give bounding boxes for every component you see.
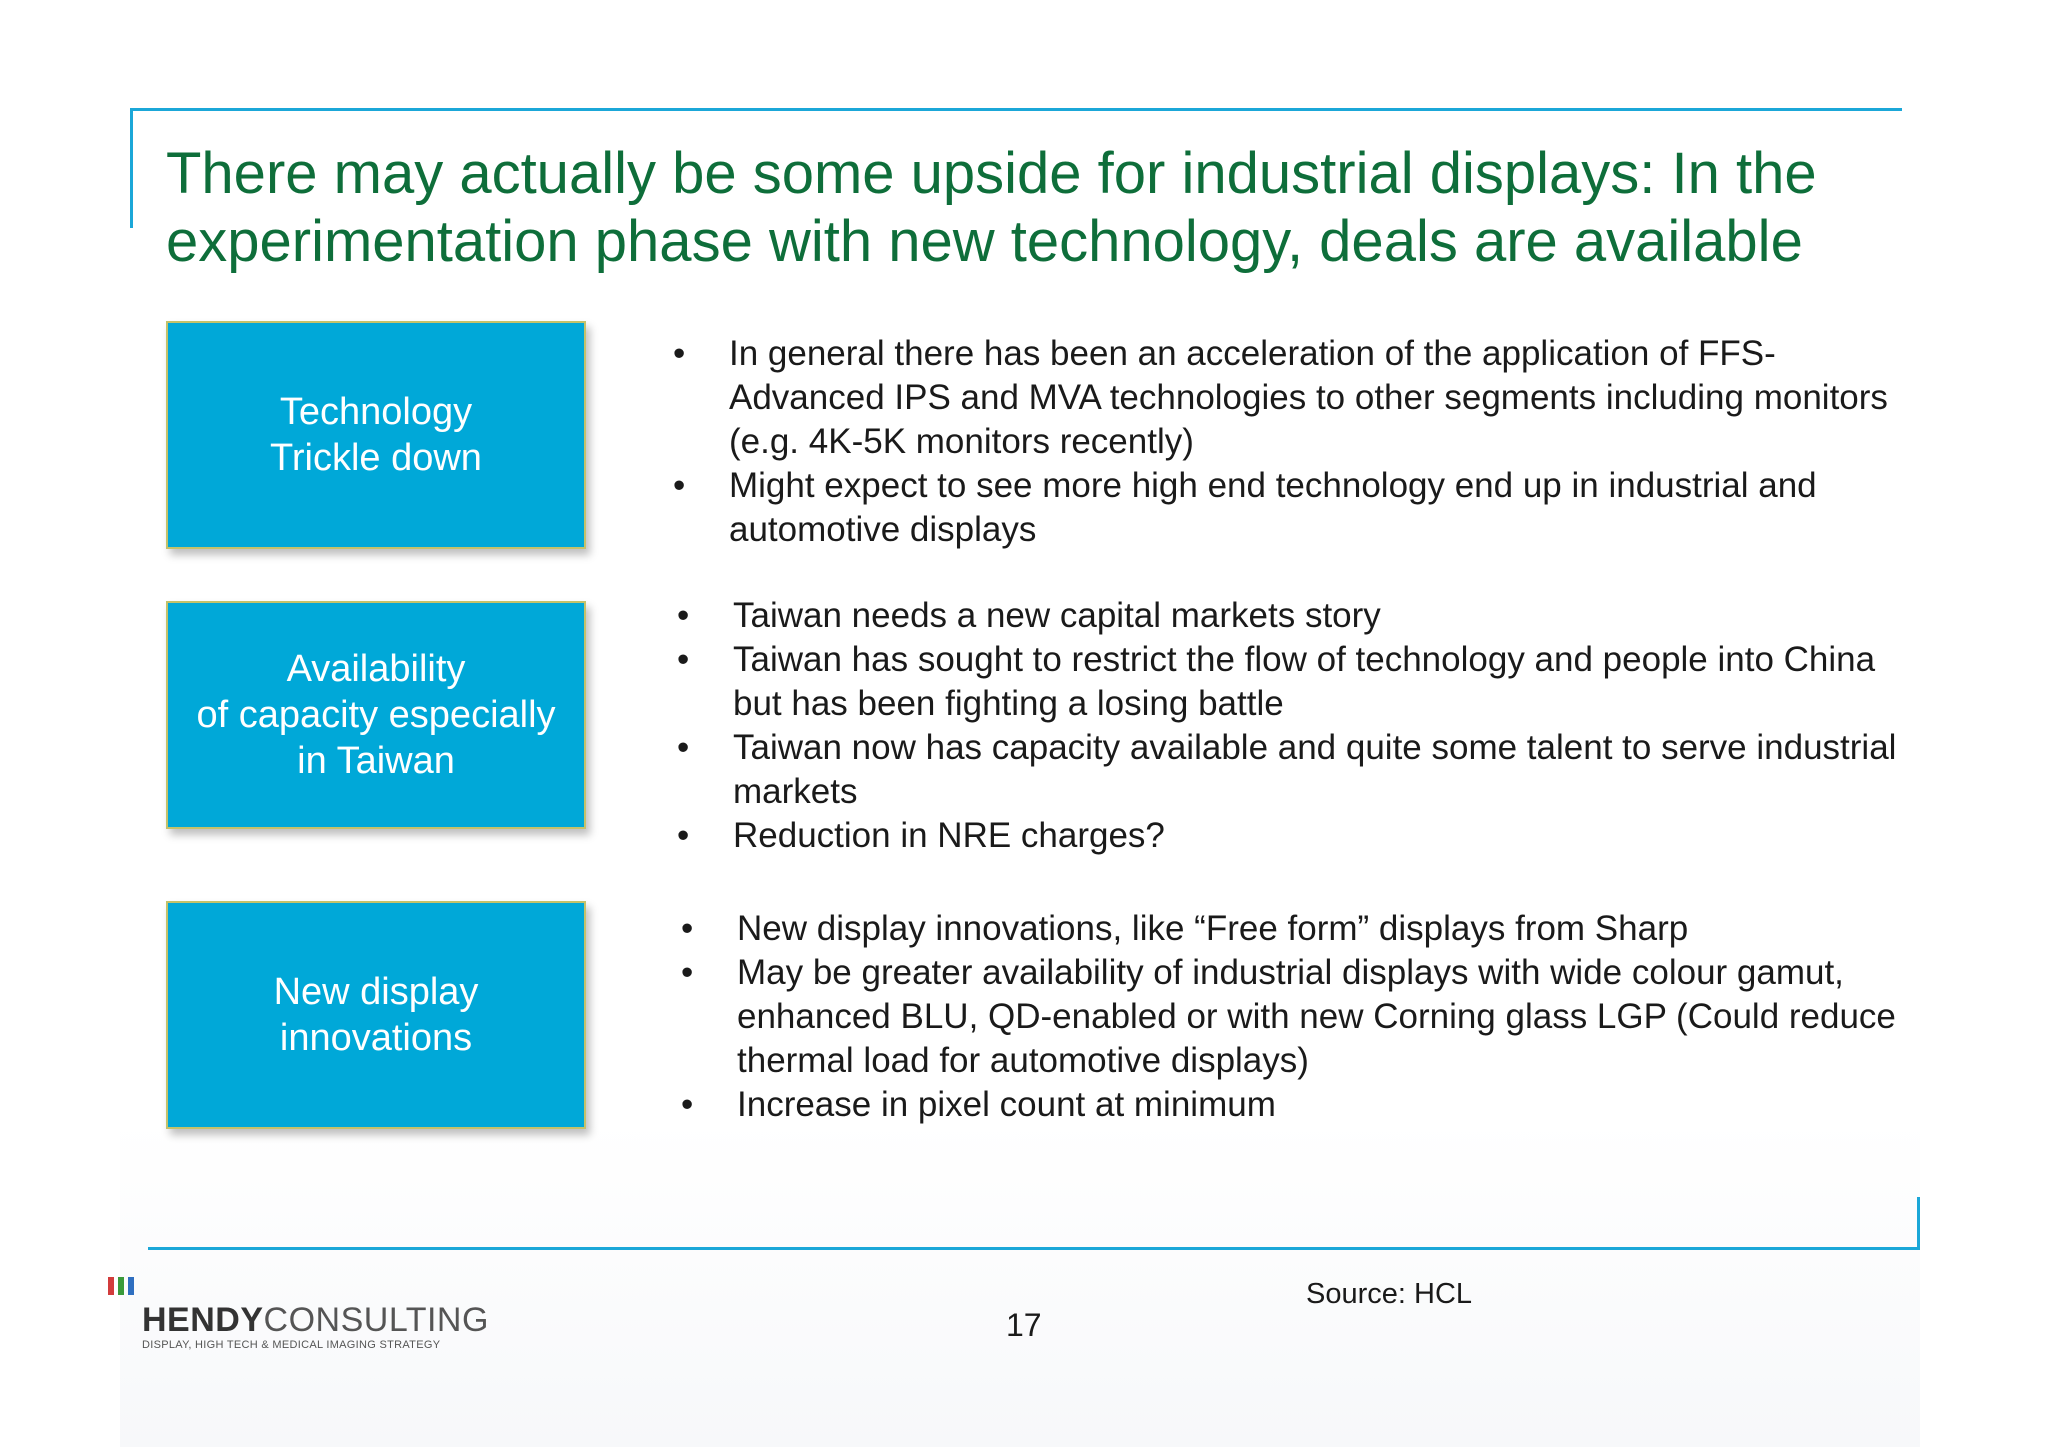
page-number: 17 [1006, 1307, 1042, 1343]
bullet-dot: • [681, 953, 694, 992]
bullet-text: Increase in pixel count at minimum [737, 1085, 1276, 1124]
bullet-text: May be greater availability of industria… [737, 953, 1896, 1080]
bullet-text: Reduction in NRE charges? [733, 816, 1165, 855]
frame-top-line [130, 108, 1902, 111]
bullet-dot: • [681, 1085, 694, 1124]
bullet-item: • Taiwan has sought to restrict the flow … [673, 638, 1913, 726]
bullet-item: • In general there has been an accelerati… [669, 332, 1909, 464]
bullet-list-technology: • In general there has been an accelerati… [669, 332, 1909, 552]
section-box-technology: Technology Trickle down [166, 321, 586, 549]
slide-background [120, 1120, 1920, 1447]
frame-left-line [130, 108, 133, 228]
bullet-item: • Might expect to see more high end techn… [669, 464, 1909, 552]
bullet-dot: • [677, 640, 690, 679]
logo-bar [128, 1277, 134, 1295]
bullet-item: • Taiwan needs a new capital markets stor… [673, 594, 1913, 638]
logo-name-light: CONSULTING [263, 1301, 489, 1339]
logo-bar [108, 1277, 114, 1295]
logo-bars-icon [108, 1277, 134, 1295]
source-note: Source: HCL [1306, 1278, 1473, 1310]
logo-name-bold: HENDY [142, 1301, 264, 1339]
bullet-item: • New display innovations, like “Free for… [677, 907, 1917, 951]
section-box-label: New display innovations [273, 971, 479, 1059]
bullet-text: Might expect to see more high end techno… [729, 466, 1817, 549]
slide-title: There may actually be some upside for in… [166, 141, 1817, 274]
bullet-text: Taiwan now has capacity available and qu… [733, 728, 1897, 811]
section-box-capacity: Availability of capacity especially in T… [166, 601, 586, 829]
logo-bar [118, 1277, 124, 1295]
frame-right-line [1917, 1197, 1920, 1250]
bullet-dot: • [677, 816, 690, 855]
bullet-text: Taiwan needs a new capital markets story [733, 596, 1381, 635]
bullet-dot: • [677, 596, 690, 635]
bullet-list-capacity: • Taiwan needs a new capital markets stor… [673, 594, 1913, 858]
bullet-list-innovations: • New display innovations, like “Free for… [677, 907, 1917, 1127]
bullet-text: In general there has been an acceleratio… [729, 334, 1888, 461]
bullet-dot: • [681, 909, 694, 948]
company-logo: HENDYCONSULTING DISPLAY, HIGH TECH & MED… [108, 1277, 488, 1352]
section-box-innovations: New display innovations [166, 901, 586, 1129]
bullet-item: • Increase in pixel count at minimum [677, 1083, 1917, 1127]
bullet-dot: • [673, 334, 686, 373]
section-box-label: Availability of capacity especially in T… [196, 648, 556, 782]
bullet-item: • Reduction in NRE charges? [673, 814, 1913, 858]
section-box-label: Technology Trickle down [270, 391, 482, 479]
bullet-dot: • [673, 466, 686, 505]
frame-bottom-line [148, 1247, 1920, 1250]
bullet-item: • May be greater availability of industri… [677, 951, 1917, 1083]
bullet-item: • Taiwan now has capacity available and q… [673, 726, 1913, 814]
bullet-text: Taiwan has sought to restrict the flow o… [733, 640, 1876, 723]
bullet-dot: • [677, 728, 690, 767]
logo-name: HENDYCONSULTING [142, 1301, 489, 1340]
bullet-text: New display innovations, like “Free form… [737, 909, 1689, 948]
logo-tagline: DISPLAY, HIGH TECH & MEDICAL IMAGING STR… [142, 1339, 441, 1351]
